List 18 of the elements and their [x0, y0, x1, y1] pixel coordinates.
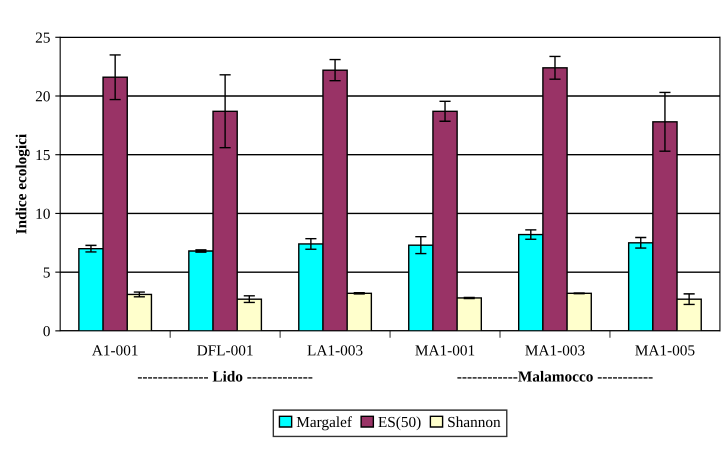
x-tick-label: LA1-003 — [308, 345, 362, 356]
y-tick-label: 25 — [36, 32, 50, 43]
legend-label: Margalef — [296, 416, 352, 430]
x-tick-label: DFL-001 — [197, 345, 253, 356]
x-tick-label: A1-001 — [92, 345, 138, 356]
y-tick-label: 0 — [43, 326, 50, 336]
x-tick-label: MA1-003 — [525, 345, 585, 356]
legend-label: Shannon — [448, 416, 500, 428]
legend-label: ES(50) — [378, 416, 421, 430]
y-tick-label: 5 — [44, 267, 50, 278]
y-tick-label: 15 — [36, 150, 50, 160]
y-axis-title: Indice ecologici — [16, 134, 30, 234]
text: ------------Malamocco ----------- — [457, 370, 653, 382]
x-tick-label: MA1-005 — [635, 345, 694, 356]
y-tick-label: 10 — [36, 208, 50, 219]
x-tick-label: MA1-001 — [415, 345, 474, 356]
text: -------------- Lido ------------- — [138, 370, 312, 382]
y-tick-label: 20 — [36, 91, 50, 102]
